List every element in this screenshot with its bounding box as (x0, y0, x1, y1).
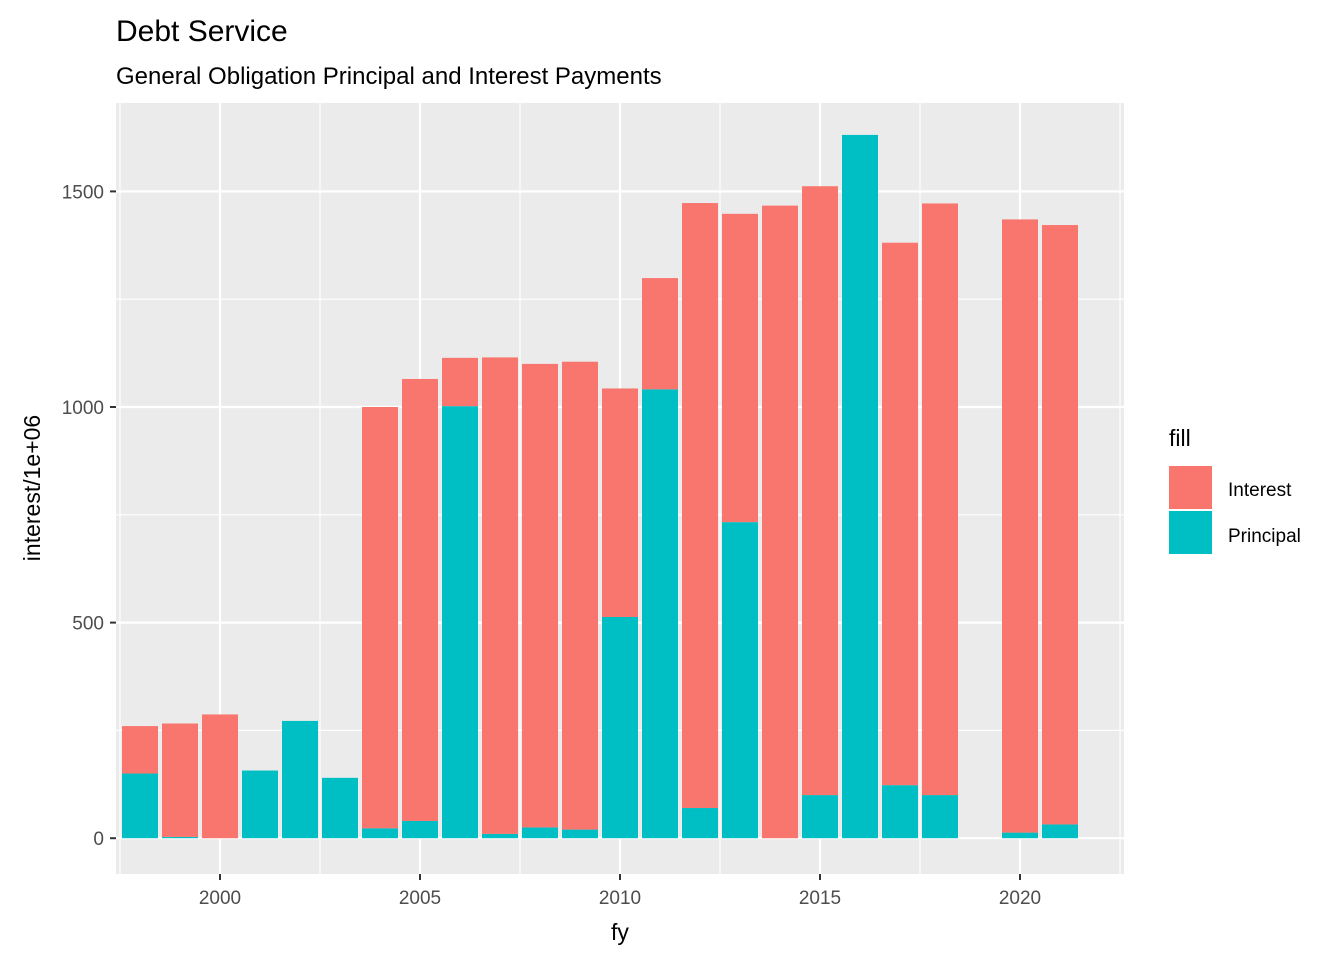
bar-interest-2005 (402, 378, 438, 821)
bar-interest-2000 (202, 714, 238, 839)
y-tick-label: 1000 (62, 398, 104, 419)
bar-principal-2003 (322, 777, 358, 839)
bar-interest-2020 (1002, 219, 1038, 833)
y-tick-label: 1500 (62, 182, 104, 203)
bar-principal-2005 (402, 820, 438, 839)
bar-interest-1998 (122, 726, 158, 774)
bar-principal-2001 (242, 770, 278, 839)
legend-key-interest (1169, 466, 1212, 509)
bar-interest-2011 (642, 278, 678, 390)
legend-label-principal: Principal (1228, 526, 1301, 547)
bar-principal-2012 (682, 808, 718, 839)
x-tick-label: 2005 (399, 888, 441, 909)
bar-interest-2012 (682, 203, 718, 809)
bar-principal-1999 (162, 836, 198, 839)
bar-principal-2006 (442, 406, 478, 839)
bar-interest-2004 (362, 407, 398, 829)
bar-principal-2008 (522, 827, 558, 839)
bar-interest-2013 (722, 213, 758, 523)
x-tick-label: 2015 (799, 888, 841, 909)
x-tick-label: 2000 (199, 888, 241, 909)
legend-title: fill (1169, 425, 1191, 451)
legend-label-interest: Interest (1228, 480, 1292, 501)
bar-interest-2008 (522, 363, 558, 828)
x-axis: 2000 2005 2010 2015 2020 (199, 874, 1041, 909)
bar-interest-2014 (762, 205, 798, 839)
bar-principal-2020 (1002, 832, 1038, 839)
y-axis: 0 500 1000 1500 (62, 182, 116, 850)
legend: fill Interest Principal (1169, 425, 1301, 554)
bar-principal-2013 (722, 522, 758, 839)
bar-interest-2010 (602, 388, 638, 617)
bar-principal-2015 (802, 795, 838, 839)
x-tick-label: 2020 (999, 888, 1041, 909)
chart-subtitle: General Obligation Principal and Interes… (116, 63, 662, 90)
bar-interest-2015 (802, 186, 838, 796)
bar-interest-2018 (922, 203, 958, 796)
bar-principal-2002 (282, 720, 318, 839)
x-tick-label: 2010 (599, 888, 641, 909)
bar-interest-2009 (562, 361, 598, 830)
y-axis-title: interest/1e+06 (19, 415, 45, 561)
bar-interest-2017 (882, 242, 918, 786)
bar-interest-2006 (442, 357, 478, 407)
bar-principal-1998 (122, 773, 158, 839)
bar-principal-2010 (602, 617, 638, 839)
bar-principal-2007 (482, 833, 518, 839)
bar-interest-2021 (1042, 225, 1078, 825)
x-axis-title: fy (611, 919, 629, 945)
bar-principal-2016 (842, 134, 878, 839)
chart-title: Debt Service (116, 15, 288, 48)
bar-interest-2007 (482, 357, 518, 834)
bar-principal-2011 (642, 389, 678, 839)
bar-principal-2018 (922, 795, 958, 839)
y-tick-label: 0 (93, 829, 104, 850)
bars (122, 134, 1078, 839)
y-tick-label: 500 (72, 614, 104, 635)
bar-principal-2021 (1042, 824, 1078, 839)
bar-principal-2004 (362, 828, 398, 839)
bar-interest-1999 (162, 723, 198, 837)
legend-key-principal (1169, 511, 1212, 554)
bar-principal-2017 (882, 785, 918, 839)
bar-principal-2009 (562, 829, 598, 839)
